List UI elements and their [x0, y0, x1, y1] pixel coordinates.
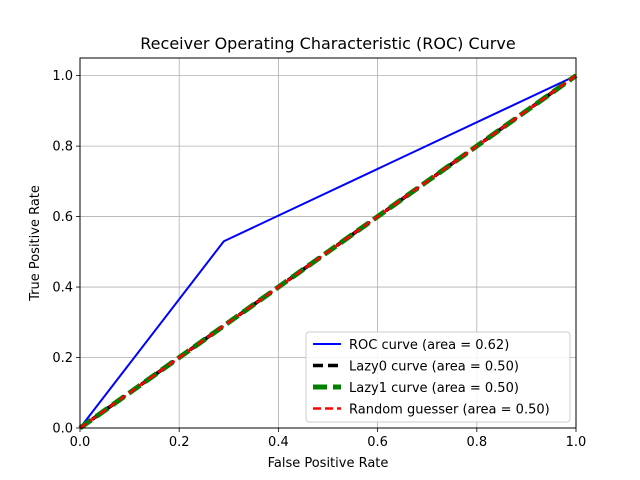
x-tick-label: 0.0 — [70, 435, 91, 450]
legend-entry-label: Lazy0 curve (area = 0.50) — [349, 360, 519, 375]
chart-title: Receiver Operating Characteristic (ROC) … — [140, 34, 515, 53]
random-guesser-line — [79, 74, 577, 429]
legend-entry-label: ROC curve (area = 0.62) — [349, 338, 509, 353]
legend: ROC curve (area = 0.62) Lazy0 curve (area… — [305, 331, 571, 423]
y-tick-label: 0.6 — [52, 210, 73, 225]
axis-ticks: 0.0 0.2 0.4 0.6 0.8 1.0 0.0 0.2 0.4 0.6 0.8 1.0 — [52, 69, 586, 450]
y-tick-label: 0.8 — [52, 140, 73, 155]
y-tick-label: 0.0 — [52, 422, 73, 437]
legend-entry-label: Lazy1 curve (area = 0.50) — [349, 381, 519, 396]
x-tick-label: 0.2 — [169, 435, 190, 450]
x-tick-label: 1.0 — [566, 435, 587, 450]
y-tick-label: 1.0 — [52, 69, 73, 84]
y-tick-label: 0.4 — [52, 281, 73, 296]
legend-entry-label: Random guesser (area = 0.50) — [349, 403, 550, 418]
x-tick-label: 0.4 — [268, 435, 289, 450]
legend-box — [305, 331, 571, 423]
x-axis-label: False Positive Rate — [268, 456, 389, 471]
plot-series — [78, 73, 578, 431]
plot-frame — [79, 57, 577, 429]
y-tick-label: 0.2 — [52, 351, 73, 366]
x-tick-label: 0.6 — [367, 435, 388, 450]
grid — [79, 58, 577, 429]
roc-curve-line — [79, 74, 577, 429]
y-axis-label: True Positive Rate — [28, 185, 43, 302]
x-tick-label: 0.8 — [466, 435, 487, 450]
